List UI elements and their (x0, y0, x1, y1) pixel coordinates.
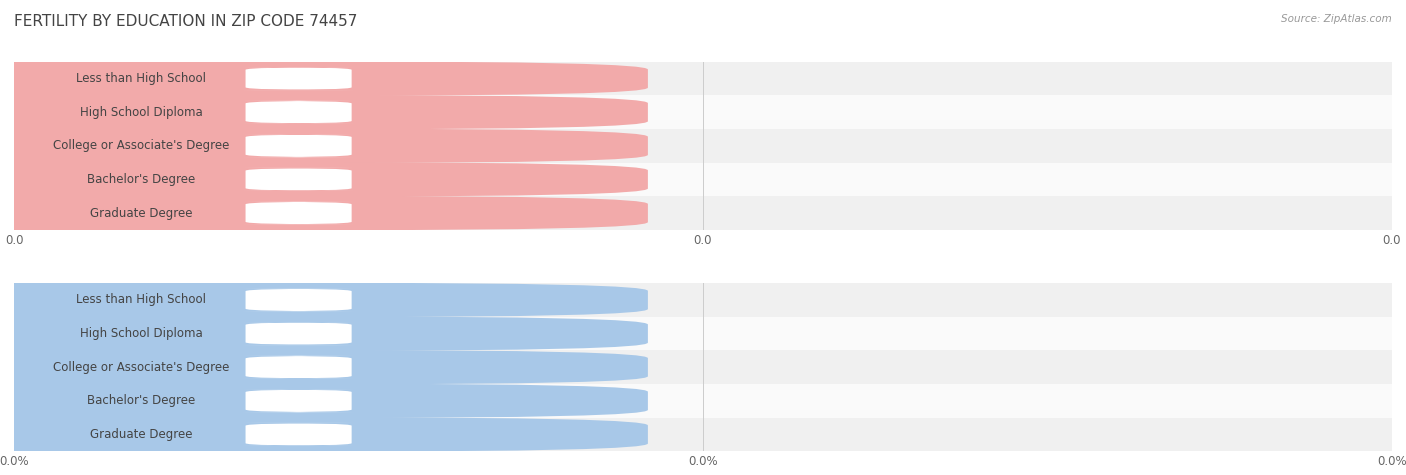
FancyBboxPatch shape (240, 201, 357, 225)
FancyBboxPatch shape (240, 134, 357, 157)
FancyBboxPatch shape (0, 316, 648, 351)
Text: Graduate Degree: Graduate Degree (90, 428, 193, 441)
Text: 0.0%: 0.0% (266, 329, 297, 339)
FancyBboxPatch shape (0, 95, 648, 129)
Text: Graduate Degree: Graduate Degree (90, 207, 193, 219)
FancyBboxPatch shape (0, 417, 648, 452)
Text: 0.0: 0.0 (271, 208, 291, 218)
FancyBboxPatch shape (0, 162, 648, 197)
Bar (14, 418, 1392, 451)
Text: College or Associate's Degree: College or Associate's Degree (53, 361, 229, 374)
Bar (14, 162, 1392, 196)
FancyBboxPatch shape (240, 168, 357, 191)
FancyBboxPatch shape (0, 196, 648, 230)
Text: 0.0%: 0.0% (266, 429, 297, 439)
Bar (14, 129, 1392, 162)
Text: 0.0: 0.0 (271, 74, 291, 84)
FancyBboxPatch shape (0, 384, 648, 418)
FancyBboxPatch shape (0, 129, 648, 163)
Text: 0.0%: 0.0% (266, 362, 297, 372)
FancyBboxPatch shape (240, 390, 357, 412)
FancyBboxPatch shape (0, 61, 648, 96)
Text: Bachelor's Degree: Bachelor's Degree (87, 394, 195, 408)
FancyBboxPatch shape (240, 67, 357, 90)
Text: Less than High School: Less than High School (76, 72, 207, 85)
FancyBboxPatch shape (240, 322, 357, 345)
Text: 0.0%: 0.0% (266, 295, 297, 305)
FancyBboxPatch shape (240, 423, 357, 446)
Text: High School Diploma: High School Diploma (80, 105, 202, 119)
Text: 0.0: 0.0 (271, 107, 291, 117)
Text: Less than High School: Less than High School (76, 294, 207, 306)
Text: FERTILITY BY EDUCATION IN ZIP CODE 74457: FERTILITY BY EDUCATION IN ZIP CODE 74457 (14, 14, 357, 29)
Text: 0.0: 0.0 (271, 174, 291, 184)
FancyBboxPatch shape (240, 356, 357, 379)
Bar (14, 196, 1392, 230)
FancyBboxPatch shape (240, 101, 357, 124)
Text: High School Diploma: High School Diploma (80, 327, 202, 340)
Text: Source: ZipAtlas.com: Source: ZipAtlas.com (1281, 14, 1392, 24)
FancyBboxPatch shape (0, 350, 648, 384)
FancyBboxPatch shape (240, 288, 357, 312)
Bar (14, 283, 1392, 317)
Text: College or Associate's Degree: College or Associate's Degree (53, 139, 229, 152)
Text: 0.0%: 0.0% (266, 396, 297, 406)
FancyBboxPatch shape (0, 283, 648, 317)
Bar (14, 317, 1392, 351)
Bar (14, 62, 1392, 95)
Text: Bachelor's Degree: Bachelor's Degree (87, 173, 195, 186)
Bar (14, 351, 1392, 384)
Bar (14, 95, 1392, 129)
Bar (14, 384, 1392, 418)
Text: 0.0: 0.0 (271, 141, 291, 151)
